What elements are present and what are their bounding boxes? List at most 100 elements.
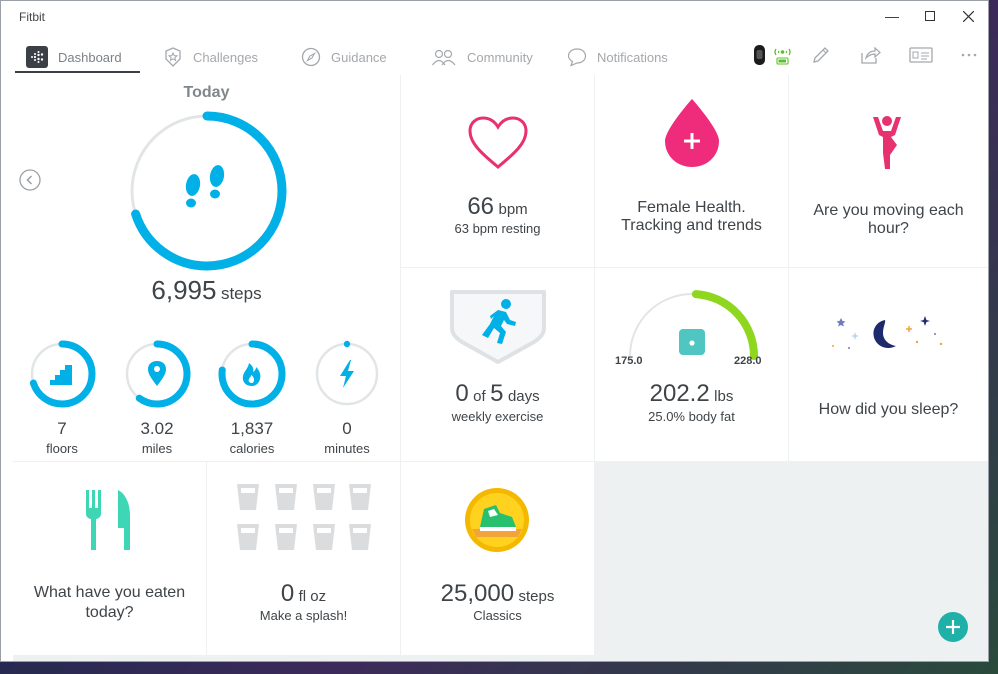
- sleep-tile[interactable]: How did you sleep?: [789, 268, 988, 461]
- flame-icon: [242, 363, 261, 386]
- star-badge-icon: [163, 47, 183, 67]
- weight-unit: lbs: [714, 388, 734, 405]
- resting-heart-rate: 63 bpm resting: [454, 221, 541, 236]
- food-tile[interactable]: What have you eaten today?: [13, 462, 206, 655]
- exercise-readout: 0 of 5 days: [401, 380, 594, 408]
- lightning-icon: [340, 360, 354, 388]
- tab-label: Notifications: [597, 49, 668, 65]
- badge-tile[interactable]: 25,000 steps Classics: [401, 462, 594, 655]
- running-person-icon: [482, 299, 516, 344]
- tab-community[interactable]: Community: [431, 41, 533, 73]
- scale-icon: [679, 329, 705, 355]
- badge-caption: Classics: [473, 608, 522, 623]
- people-icon: [431, 47, 457, 67]
- miles-value: 3.02: [140, 419, 174, 438]
- location-pin-icon: [148, 361, 166, 386]
- calories-label: calories: [229, 441, 275, 456]
- water-tile[interactable]: 0 fl oz Make a splash!: [207, 462, 400, 655]
- heart-rate-unit: bpm: [498, 201, 528, 218]
- title-bar: Fitbit —: [1, 1, 988, 31]
- top-nav: Dashboard Challenges Guidance Community …: [1, 41, 988, 74]
- plus-icon: [946, 620, 960, 634]
- female-health-tile[interactable]: Female Health. Tracking and trends: [595, 75, 788, 267]
- more-button[interactable]: [955, 43, 983, 67]
- heart-rate-tile[interactable]: 66 bpm 63 bpm resting: [401, 75, 594, 267]
- steps-progress-ring: [127, 111, 287, 271]
- exercise-goal: 5: [490, 380, 504, 407]
- fitbit-logo-icon: [26, 46, 48, 68]
- tab-guidance[interactable]: Guidance: [301, 41, 387, 73]
- tracker-sync-icon: [754, 45, 791, 65]
- app-window: Fitbit — Dashboard Challenges: [0, 0, 989, 662]
- water-glasses-icon: [237, 484, 371, 550]
- steps-readout: 6,995 steps: [13, 275, 400, 306]
- steps-unit: steps: [220, 284, 262, 303]
- share-button[interactable]: [857, 43, 885, 67]
- minimize-button[interactable]: —: [873, 1, 911, 31]
- water-caption: Make a splash!: [259, 608, 348, 623]
- moon-stars-icon: [832, 316, 943, 349]
- profile-card-button[interactable]: [907, 43, 935, 67]
- add-tile-button[interactable]: [938, 612, 968, 642]
- footprints-icon: [185, 165, 225, 208]
- heart-icon: [468, 116, 528, 169]
- badge-readout: 25,000 steps: [401, 580, 594, 608]
- calories-stat[interactable]: 1,837 calories: [218, 340, 286, 456]
- water-unit: fl oz: [298, 588, 327, 605]
- sleep-caption: How did you sleep?: [818, 401, 959, 418]
- exercise-tile[interactable]: 0 of 5 days weekly exercise: [401, 268, 594, 461]
- fork-knife-icon: [86, 490, 130, 550]
- compass-icon: [301, 47, 321, 67]
- water-value: 0: [280, 580, 295, 607]
- share-icon: [861, 46, 881, 64]
- minutes-value: 0: [342, 419, 352, 438]
- badge-unit: steps: [518, 588, 555, 605]
- today-title: Today: [183, 84, 230, 101]
- today-tile[interactable]: Today 6,995 steps: [13, 75, 400, 461]
- tab-notifications[interactable]: Notifications: [567, 41, 668, 73]
- hourly-activity-tile[interactable]: Are you moving each hour?: [789, 75, 988, 267]
- calories-value: 1,837: [230, 419, 274, 438]
- heart-rate-value: 66: [467, 193, 495, 220]
- tab-label: Dashboard: [58, 49, 122, 65]
- close-button[interactable]: [949, 1, 987, 31]
- chevron-left-icon: [19, 169, 41, 191]
- exercise-of: of: [473, 388, 486, 405]
- stretching-person-icon: [873, 116, 901, 169]
- window-title: Fitbit: [19, 10, 46, 24]
- heart-rate-readout: 66 bpm: [401, 193, 594, 221]
- miles-progress-ring: [123, 340, 191, 408]
- speech-bubble-icon: [567, 47, 587, 67]
- calories-progress-ring: [218, 340, 286, 408]
- active-minutes-stat[interactable]: 0 minutes: [313, 340, 381, 456]
- floors-progress-ring: [28, 340, 96, 408]
- exercise-caption: weekly exercise: [451, 409, 544, 424]
- hourly-activity-caption: Are you moving each hour?: [813, 202, 964, 237]
- dashboard-grid: Today 6,995 steps: [13, 75, 988, 661]
- minutes-label: minutes: [324, 441, 370, 456]
- weight-gauge: [629, 290, 758, 360]
- more-icon: [961, 53, 977, 57]
- maximize-icon: [925, 11, 935, 21]
- previous-day-button[interactable]: [19, 169, 41, 191]
- exercise-unit: days: [507, 388, 540, 405]
- miles-stat[interactable]: 3.02 miles: [123, 340, 191, 456]
- tab-label: Guidance: [331, 49, 387, 65]
- maximize-button[interactable]: [911, 1, 949, 31]
- miles-label: miles: [141, 441, 173, 456]
- tab-challenges[interactable]: Challenges: [163, 41, 258, 73]
- floors-stat[interactable]: 7 floors: [28, 340, 96, 456]
- edit-button[interactable]: [807, 43, 835, 67]
- minutes-progress-ring: [315, 340, 379, 406]
- weight-tile[interactable]: 175.0 228.0 202.2 lbs 25.0% body fat: [595, 268, 788, 461]
- badge-value: 25,000: [440, 580, 515, 607]
- stairs-icon: [50, 365, 72, 385]
- pencil-icon: [813, 47, 829, 63]
- classics-sneaker-badge-icon: [465, 488, 529, 552]
- water-readout: 0 fl oz: [207, 580, 400, 608]
- tab-dashboard[interactable]: Dashboard: [26, 41, 122, 73]
- steps-value: 6,995: [151, 275, 217, 305]
- floors-value: 7: [57, 419, 67, 438]
- tracker-sync-button[interactable]: [749, 43, 795, 67]
- food-caption: What have you eaten today?: [33, 584, 186, 621]
